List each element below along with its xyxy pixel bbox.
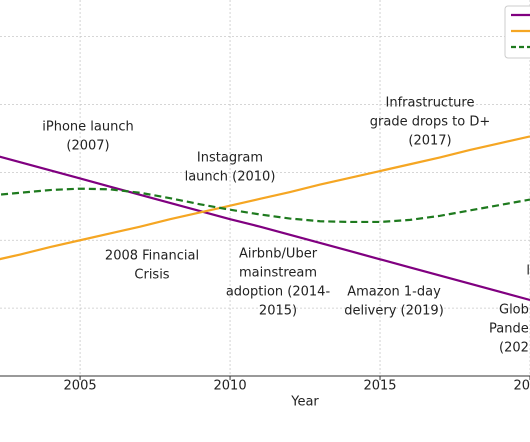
x-tick-label: 2015	[363, 379, 396, 394]
annotation: Crisis	[134, 268, 169, 283]
annotation: Airbnb/Uber	[239, 247, 318, 262]
series-line	[0, 187, 530, 224]
annotation: delivery (2019)	[344, 304, 444, 319]
annotation: (2017)	[408, 134, 451, 149]
lines	[0, 135, 530, 302]
annotation: (2007)	[66, 139, 109, 154]
annotation: grade drops to D+	[370, 115, 490, 130]
annotation: iPhone launch	[42, 120, 133, 135]
legend	[504, 5, 530, 59]
annotation: Glob	[499, 303, 529, 318]
annotation: Pande	[489, 322, 529, 337]
x-tick-label: 2020	[513, 379, 530, 394]
x-tick-label: 2005	[64, 379, 97, 394]
annotations: iPhone launch (2007) Instagram launch (2010…	[42, 96, 530, 356]
series-line	[0, 155, 530, 302]
grid	[0, 0, 530, 376]
annotation: Amazon 1-day	[347, 285, 441, 300]
annotation: l	[526, 264, 530, 279]
annotation: 2015)	[259, 304, 297, 319]
annotation: launch (2010)	[185, 170, 276, 185]
annotation: (202	[499, 341, 529, 356]
annotation: Instagram	[197, 151, 263, 166]
annotation: Infrastructure	[386, 96, 475, 111]
annotation: 2008 Financial	[105, 249, 199, 264]
annotation: mainstream	[239, 266, 317, 281]
annotation: adoption (2014-	[226, 285, 331, 300]
x-axis-label: Year	[290, 395, 319, 410]
series-line	[0, 135, 530, 261]
x-tick-label: 2010	[214, 379, 247, 394]
